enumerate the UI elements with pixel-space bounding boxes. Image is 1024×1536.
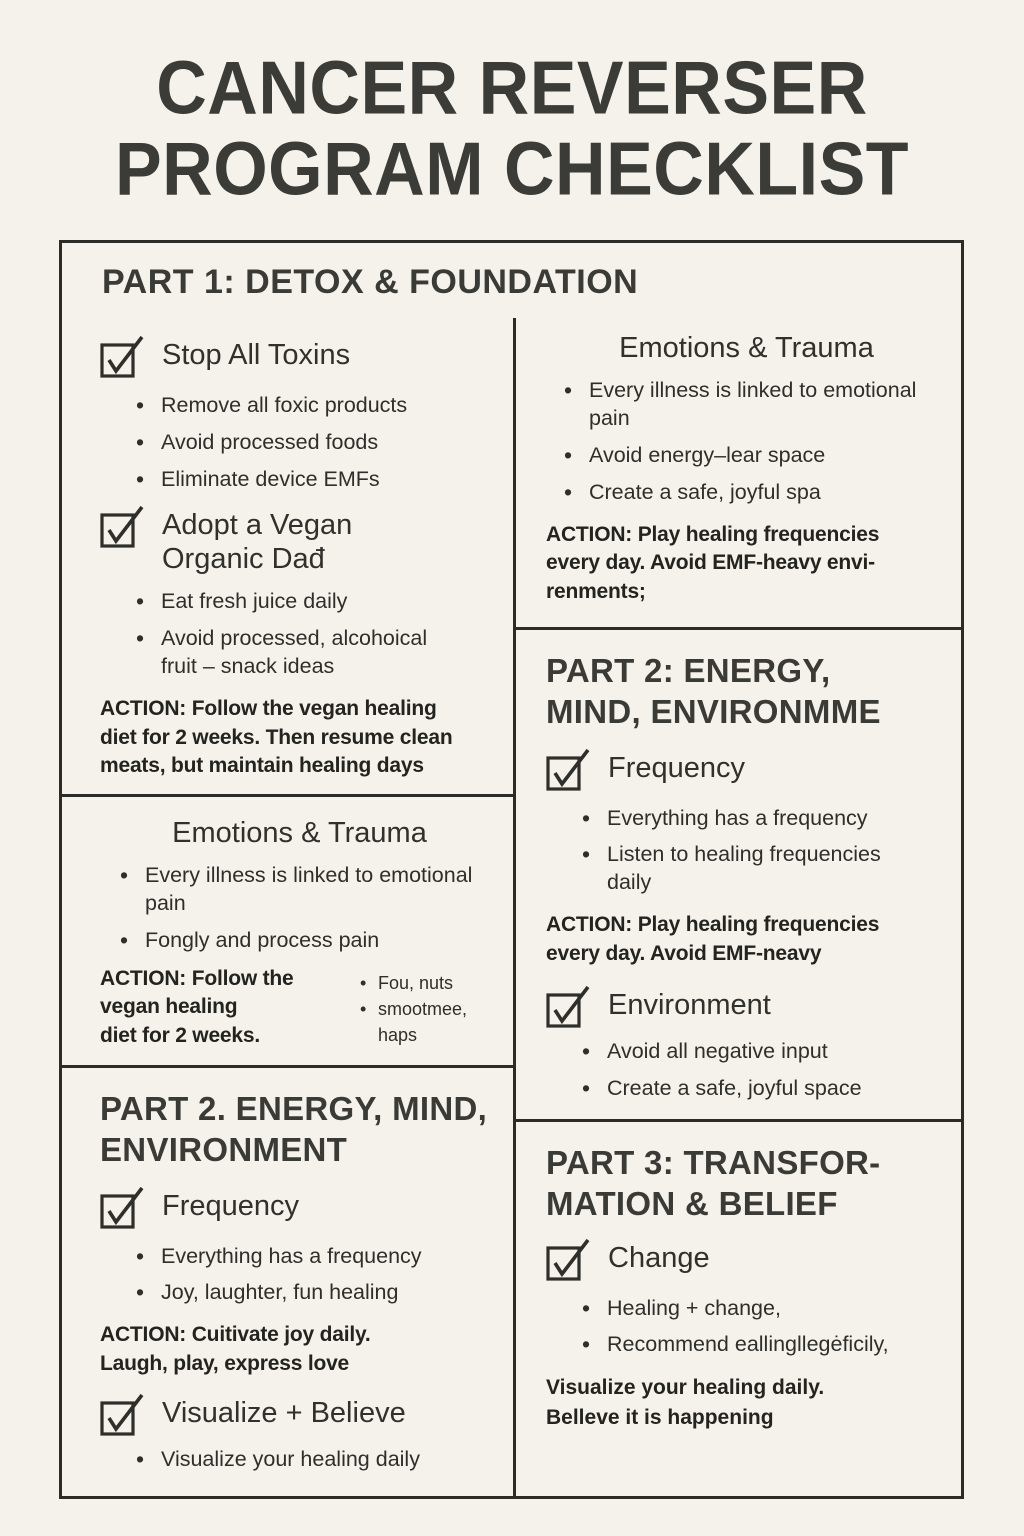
page-title: CANCER REVERSER PROGRAM CHECKLIST	[0, 0, 1024, 209]
item-title: Stop All Toxins	[162, 339, 351, 371]
bullet-item: Remove all foxic products	[134, 391, 499, 421]
checklist-item-visualize: Visualize + Believe	[100, 1392, 499, 1438]
right-column: Emotions & Trauma Every illness is linke…	[516, 318, 961, 1496]
section-emotions-right: Emotions & Trauma Every illness is linke…	[516, 318, 961, 630]
action-text: ACTION: Follow the vegan healing diet fo…	[100, 697, 453, 778]
checklist-item-change: Change	[546, 1237, 947, 1283]
checkbox-checked-icon	[100, 334, 144, 380]
checkbox-checked-icon	[100, 1392, 144, 1438]
checklist-item-stop-toxins: Stop All Toxins	[100, 334, 499, 380]
bullet-item: Eat fresh juice daily	[134, 587, 499, 617]
checkbox-checked-icon	[546, 747, 590, 793]
item-title: Frequency	[162, 1189, 300, 1222]
closing-text: Visualize your healing daily. Belleve it…	[546, 1376, 825, 1429]
bullet-list: Every illness is linked to emotional pai…	[118, 861, 499, 956]
bullet-item: Avoid processed foods	[134, 428, 499, 458]
section-part2-left: PART 2. ENERGY, MIND, ENVIRONMENT Freque…	[62, 1068, 513, 1496]
checklist-item-frequency: Frequency	[546, 747, 947, 793]
bullet-item: Avoid energy–lear space	[562, 441, 947, 471]
action-with-side-notes: ACTION: Follow the vegan healing diet fo…	[100, 965, 499, 1051]
section-emotions-left: Emotions & Trauma Every illness is linke…	[62, 797, 513, 1068]
checklist-item-environment: Environment	[546, 984, 947, 1030]
bullet-list: Visualize your healing daily	[134, 1445, 499, 1475]
bullet-item: Everything has a frequency	[580, 804, 947, 834]
board-columns: Stop All Toxins Remove all foxic product…	[62, 318, 961, 1496]
bullet-item: Eliminate device EMFs	[134, 465, 499, 495]
checklist-item-vegan-diet: Adopt a Vegan Organic Dađ	[100, 504, 499, 576]
bullet-list: Everything has a frequency Listen to hea…	[580, 804, 947, 898]
section-part3: PART 3: TRANSFOR- MATION & BELIEF Change…	[516, 1122, 961, 1496]
mini-bullet-item: Fou, nuts	[358, 970, 499, 996]
mini-bullet-list: Fou, nuts smootmee, haps	[358, 970, 499, 1050]
action-text: ACTION: Play healing frequencies every d…	[546, 522, 880, 603]
item-title: Environment	[608, 989, 771, 1022]
checklist-board: PART 1: DETOX & FOUNDATION Stop All Toxi…	[59, 240, 964, 1499]
checklist-item-frequency: Frequency	[100, 1185, 499, 1231]
mini-bullet-item: smootmee, haps	[358, 996, 499, 1048]
item-title: Visualize + Believe	[162, 1397, 406, 1430]
checkbox-checked-icon	[100, 504, 144, 550]
left-column: Stop All Toxins Remove all foxic product…	[62, 318, 516, 1496]
section-detox: Stop All Toxins Remove all foxic product…	[62, 318, 513, 797]
part2-heading-right: PART 2: ENERGY, MIND, ENVIRONMME	[546, 652, 881, 731]
bullet-item: Joy, laughter, fun healing	[134, 1278, 499, 1308]
bullet-item: Fongly and process pain	[118, 926, 499, 956]
bullet-item: Create a safe, joyful space	[580, 1074, 947, 1104]
bullet-item: Listen to healing frequencies daily	[580, 840, 947, 897]
part3-heading: PART 3: TRANSFOR- MATION & BELIEF	[546, 1144, 881, 1223]
bullet-item: Every illness is linked to emotional pai…	[562, 376, 947, 433]
part2-heading-left: PART 2. ENERGY, MIND, ENVIRONMENT	[100, 1090, 488, 1169]
checkbox-checked-icon	[100, 1185, 144, 1231]
bullet-item: Visualize your healing daily	[134, 1445, 499, 1475]
bullet-item: Create a safe, joyful spa	[562, 478, 947, 508]
bullet-item: Every illness is linked to emotional pai…	[118, 861, 499, 918]
action-text: ACTION: Follow the vegan healing diet fo…	[100, 966, 294, 1047]
bullet-list: Eat fresh juice daily Avoid processed, a…	[134, 587, 499, 681]
action-text: ACTION: Play healing frequencies every d…	[546, 913, 880, 965]
item-title: Frequency	[608, 751, 746, 784]
item-title: Change	[608, 1241, 710, 1274]
bullet-item: Avoid processed, alcohoical fruit – snac…	[134, 624, 499, 681]
checkbox-checked-icon	[546, 984, 590, 1030]
bullet-list: Every illness is linked to emotional pai…	[562, 376, 947, 508]
part1-heading: PART 1: DETOX & FOUNDATION	[102, 263, 639, 301]
bullet-list: Everything has a frequency Joy, laughter…	[134, 1242, 499, 1309]
page-title-line2: PROGRAM CHECKLIST	[114, 126, 910, 211]
bullet-item: Recommend eallingllegėficily,	[580, 1330, 947, 1360]
bullet-list: Avoid all negative input Create a safe, …	[580, 1037, 947, 1104]
bullet-list: Remove all foxic products Avoid processe…	[134, 391, 499, 495]
item-title: Adopt a Vegan Organic Dađ	[162, 508, 353, 576]
sub-heading: Emotions & Trauma	[172, 817, 427, 849]
bullet-item: Healing + change,	[580, 1294, 947, 1324]
section-part2-right: PART 2: ENERGY, MIND, ENVIRONMME Frequen…	[516, 630, 961, 1122]
bullet-item: Avoid all negative input	[580, 1037, 947, 1067]
bullet-item: Everything has a frequency	[134, 1242, 499, 1272]
bullet-list: Healing + change, Recommend eallingllegė…	[580, 1294, 947, 1361]
page-title-line1: CANCER REVERSER	[156, 45, 868, 130]
sub-heading: Emotions & Trauma	[619, 332, 874, 364]
checkbox-checked-icon	[546, 1237, 590, 1283]
action-text: ACTION: Cuitivate joy daily. Laugh, play…	[100, 1323, 371, 1375]
